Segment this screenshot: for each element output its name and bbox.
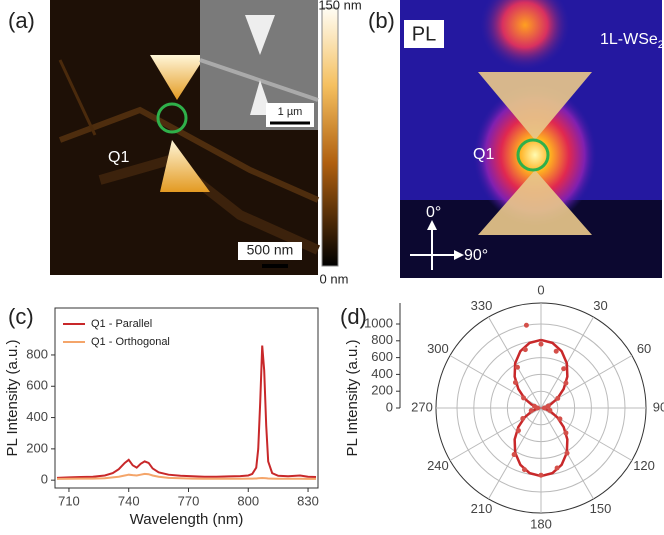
- r-tick-label: 400: [371, 366, 393, 381]
- data-point: [514, 364, 520, 370]
- x-tick-label: 800: [237, 493, 259, 508]
- data-point: [538, 472, 544, 478]
- theta-tick-label: 60: [637, 341, 651, 356]
- panel-label: (a): [8, 8, 35, 33]
- data-point: [521, 395, 527, 401]
- data-point: [522, 347, 528, 353]
- r-tick-label: 600: [371, 349, 393, 364]
- colorbar-max: 150 nm: [318, 0, 361, 12]
- theta-tick-label: 180: [530, 516, 552, 530]
- data-point: [523, 322, 529, 328]
- inset-scale-label: 1 µm: [278, 106, 303, 118]
- r-tick-label: 1000: [364, 315, 393, 330]
- x-tick-label: 740: [118, 493, 140, 508]
- x-tick-label: 830: [297, 493, 319, 508]
- theta-tick-label: 300: [427, 341, 449, 356]
- series-line: [56, 345, 317, 479]
- data-point: [541, 405, 547, 411]
- material: 1L-WSe: [600, 31, 658, 48]
- data-point: [538, 341, 544, 347]
- panel-label: (c): [8, 304, 34, 329]
- theta-tick-label: 330: [471, 298, 493, 313]
- plot-frame: [54, 307, 319, 489]
- data-point: [547, 407, 553, 413]
- marker-label: Q1: [108, 149, 129, 166]
- colorbar-min: 0 nm: [320, 271, 349, 286]
- theta-tick-label: 270: [411, 399, 433, 414]
- data-point: [557, 416, 563, 422]
- theta-tick-label: 240: [427, 458, 449, 473]
- colorbar: [321, 7, 339, 267]
- material-label: 1L-WSe2: [600, 31, 664, 51]
- y-tick-label: 400: [26, 409, 48, 424]
- legend-label: Q1 - Parallel: [91, 318, 152, 330]
- panel-label: (d): [340, 304, 367, 329]
- data-point: [554, 465, 560, 471]
- r-axis-label: PL Intensity (a.u.): [344, 339, 361, 456]
- x-tick-label: 770: [178, 493, 200, 508]
- theta-tick-label: 90: [653, 399, 664, 414]
- afm-image: [50, 0, 321, 275]
- data-point: [511, 452, 517, 458]
- data-point: [521, 467, 527, 473]
- data-point: [545, 403, 551, 409]
- marker-label: Q1: [473, 146, 494, 163]
- pl-image: [400, 0, 662, 278]
- x-axis-label: Wavelength (nm): [130, 511, 244, 528]
- y-tick-label: 200: [26, 440, 48, 455]
- series-line: [56, 472, 317, 480]
- theta-tick-label: 30: [593, 298, 607, 313]
- y-axis-label: PL Intensity (a.u.): [4, 339, 21, 456]
- panel-label: (b): [368, 8, 395, 33]
- material-sub: 2: [658, 39, 664, 51]
- data-point: [561, 366, 567, 372]
- y-tick-label: 0: [41, 472, 48, 487]
- data-point: [512, 379, 518, 385]
- axis-label: 90°: [464, 247, 488, 264]
- r-tick-label: 0: [386, 399, 393, 414]
- theta-tick-label: 120: [633, 458, 655, 473]
- data-point: [555, 395, 561, 401]
- theta-tick-label: 210: [471, 501, 493, 516]
- pl-title: PL: [412, 23, 436, 45]
- data-point: [520, 416, 526, 421]
- r-tick-label: 200: [371, 383, 393, 398]
- data-point: [515, 428, 521, 434]
- x-tick-label: 710: [58, 493, 80, 508]
- theta-tick-label: 0: [537, 282, 544, 297]
- theta-tick-label: 150: [590, 501, 612, 516]
- y-tick-label: 600: [26, 378, 48, 393]
- data-point: [528, 408, 534, 414]
- data-point: [553, 348, 559, 354]
- data-point: [564, 450, 570, 456]
- legend-label: Q1 - Orthogonal: [91, 336, 170, 348]
- r-tick-label: 800: [371, 332, 393, 347]
- data-point: [563, 430, 569, 436]
- scale-label: 500 nm: [247, 242, 294, 258]
- y-tick-label: 800: [26, 346, 48, 361]
- data-point: [563, 380, 569, 386]
- axis-label: 0°: [426, 204, 441, 221]
- data-point: [532, 403, 538, 409]
